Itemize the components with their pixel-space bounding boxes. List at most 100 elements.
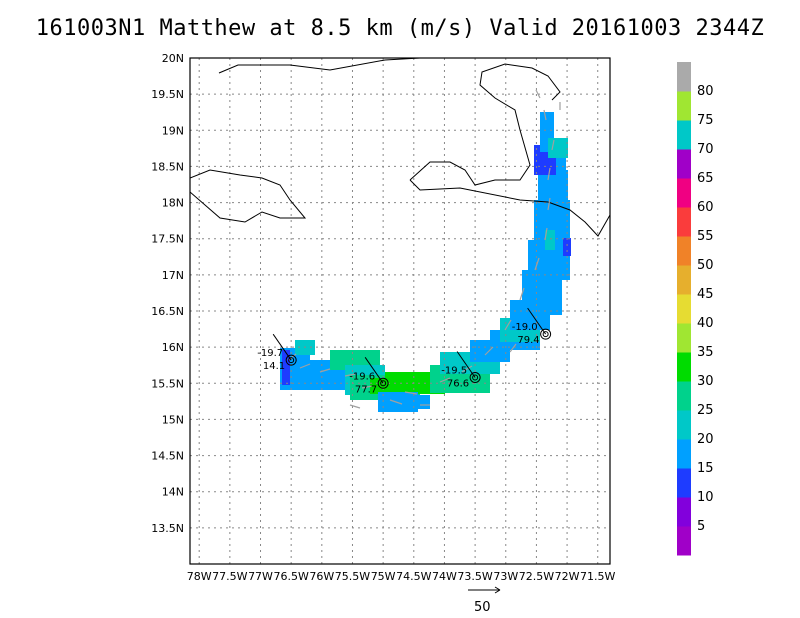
lat-tick-label: 15N [162,413,184,426]
lon-tick-label: 78W [187,570,212,583]
obs-ring-inner [380,380,387,387]
obs-label-bottom: 14.1 [263,361,285,372]
colorbar-segment [677,236,691,266]
obs-label-bottom: 79.4 [517,335,539,346]
lat-tick-label: 20N [162,52,184,65]
wind-vector [547,197,551,211]
obs-ring-inner [472,374,479,381]
wind-vector [439,377,451,383]
obs-label-top: -19.0 [512,322,538,333]
colorbar-segment [677,468,691,498]
wind-vector [299,363,311,369]
coastline-cuba [218,58,445,74]
wind-vector [534,257,540,271]
colorbar-label: 80 [697,84,714,99]
lon-tick-label: 74.5W [396,570,431,583]
coastline-hispaniola [409,63,561,186]
plot-title: 161003N1 Matthew at 8.5 km (m/s) Valid 2… [35,16,765,41]
wind-vector [544,227,548,241]
colorbar-segment [677,352,691,382]
wind-vector [509,343,517,353]
wind-vector [319,368,331,373]
obs-label-top: -19.7 [257,348,283,359]
colorbar-segment [677,91,691,121]
reference-vector [468,586,501,594]
colorbar-label: 50 [697,258,714,273]
colorbar-segment [677,265,691,295]
coastline-jamaica-north [190,169,307,223]
colorbar-label: 60 [697,200,714,215]
lon-tick-label: 77.5W [212,570,247,583]
coastline-hispaniola-south [409,179,610,237]
lat-tick-label: 19.5N [151,88,184,101]
wind-barb [272,333,292,361]
colorbar-label: 55 [697,229,714,244]
colorbar-label: 10 [697,490,714,505]
colorbar-label: 5 [697,519,705,534]
obs-ring-inner [542,331,549,338]
lat-tick-label: 18N [162,197,184,210]
colorbar-segment [677,178,691,208]
swath-cell [400,395,430,409]
wind-vector [504,319,512,331]
colorbar-segment [677,149,691,179]
colorbar-label: 15 [697,461,714,476]
colorbar-label: 70 [697,142,714,157]
colorbar-segment [677,294,691,324]
lat-tick-label: 13.5N [151,522,184,535]
lat-tick-label: 15.5N [151,377,184,390]
wind-barb [527,307,547,335]
lon-tick-label: 73.5W [457,570,492,583]
wind-vector [551,139,555,151]
obs-label-bottom: 77.7 [355,384,377,395]
colorbar-segment [677,62,691,92]
lat-tick-label: 17.5N [151,233,184,246]
lon-tick-label: 74W [432,570,457,583]
colorbar-label: 75 [697,113,714,128]
colorbar-label: 40 [697,316,714,331]
lon-tick-label: 72.5W [519,570,554,583]
swath-cell [545,230,555,250]
colorbar-label: 45 [697,287,714,302]
wind-vector [543,109,547,121]
obs-ring [540,328,552,340]
lon-tick-label: 73W [493,570,518,583]
wind-vector [535,89,541,99]
reference-vector-label: 50 [474,600,491,615]
swath-cell [282,350,290,385]
wind-vector [361,385,373,389]
lat-tick-label: 16.5N [151,305,184,318]
colorbar-segment [677,526,691,556]
obs-label-bottom: 76.6 [447,379,469,390]
colorbar-segment [677,381,691,411]
latitude-labels: 20N 19.5N 19N 18.5N 18N 17.5N 17N 16.5N 16N 15.5N… [151,52,184,535]
lon-tick-label: 71.5W [580,570,615,583]
lat-tick-label: 14N [162,486,184,499]
colorbar-segment [677,439,691,469]
colorbar: 5 10 15 20 25 30 35 40 45 50 55 60 65 70 75 80 [677,62,714,556]
obs-ring [469,372,481,384]
plot-frame [189,57,611,565]
wind-vector [389,399,403,405]
obs-label-top: -19.6 [349,371,375,382]
wind-vector [349,404,361,409]
wind-swath [280,112,571,412]
coastlines [190,58,610,237]
wind-vectors [287,89,561,409]
swath-cell [548,138,568,158]
colorbar-label: 25 [697,403,714,418]
wind-vector [344,373,356,377]
wind-vector [404,391,418,395]
obs-ring [285,354,297,366]
wind-vector [461,365,473,373]
lon-tick-label: 75W [371,570,396,583]
lon-tick-label: 72W [555,570,580,583]
lon-tick-label: 76W [309,570,334,583]
lon-tick-label: 76.5W [273,570,308,583]
wind-vector [519,287,525,301]
colorbar-label: 35 [697,345,714,360]
obs-label-top: -19.5 [441,366,467,377]
wind-barb [456,351,476,378]
obs-ring-inner [288,357,295,364]
